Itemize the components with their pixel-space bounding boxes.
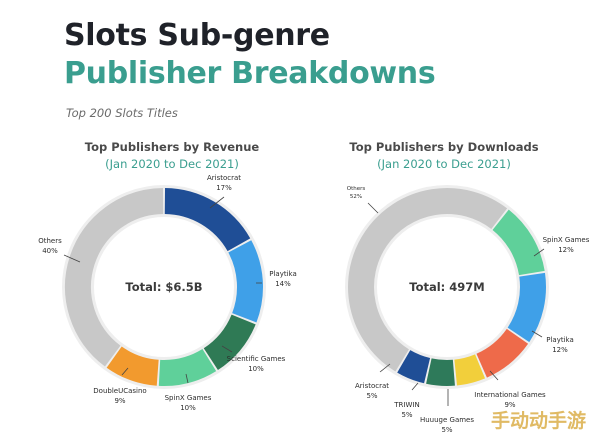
chart-0-slice-others [65, 188, 164, 367]
chart-1-leader-triwin [411, 382, 419, 391]
chart-0-label-spinx-games: SpinX Games [165, 394, 212, 402]
chart-0-value-playtika: 14% [275, 280, 291, 288]
chart-1-leader-aristocrat [379, 363, 391, 373]
chart-1-slice-international-games [476, 328, 529, 378]
chart-0-slice-doubleucasino [106, 346, 160, 386]
chart-0-value-scientific-games: 10% [248, 365, 264, 373]
chart-0-slice-spinx-games [158, 348, 217, 386]
chart-1-slice-playtika [507, 272, 546, 343]
chart-1-slice-aristocrat [397, 349, 431, 384]
page-subtitle: Top 200 Slots Titles [66, 106, 178, 120]
chart-1-slice-huuuge-games [453, 354, 486, 386]
chart-1-value-spinx-games: 12% [558, 246, 574, 254]
chart-1-value-international-games: 9% [504, 401, 515, 409]
chart-1-label-others: Others [347, 186, 366, 192]
chart-1-leader-others [367, 202, 379, 214]
chart-0-leader-others [63, 254, 81, 263]
chart-1-leader-playtika [531, 330, 543, 338]
chart-1-label-international-games: International Games [474, 391, 546, 399]
chart-0-value-doubleucasino: 9% [114, 397, 125, 405]
watermark-logo: 手动动手游 [490, 410, 586, 432]
chart-1-value-huuuge-games: 5% [441, 426, 452, 434]
chart-1-label-triwin: TRIWIN [393, 401, 419, 409]
revenue-chart-subtitle: (Jan 2020 to Dec 2021) [105, 157, 239, 171]
chart-0-label-others: Others [38, 237, 62, 245]
chart-0-leader-scientific-games [221, 345, 233, 353]
chart-1-label-aristocrat: Aristocrat [355, 382, 389, 390]
chart-1-leader-spinx-games [533, 248, 545, 257]
chart-0-center-total: Total: $6.5B [125, 280, 202, 294]
chart-0-slice-aristocrat [164, 188, 251, 252]
chart-0-value-aristocrat: 17% [216, 184, 232, 192]
chart-1-value-playtika: 12% [552, 346, 568, 354]
chart-1-center-total: Total: 497M [409, 280, 484, 294]
chart-1-slice-spinx-games [492, 209, 545, 276]
page-title-line1: Slots Sub-genre [64, 18, 330, 53]
downloads-chart-title: Top Publishers by Downloads [349, 140, 539, 154]
chart-0-slice-scientific-games [203, 314, 256, 371]
chart-0-slice-playtika [228, 240, 263, 323]
chart-1-value-others: 52% [350, 194, 362, 200]
chart-1-value-triwin: 5% [401, 411, 412, 419]
chart-0-value-spinx-games: 10% [180, 404, 196, 412]
revenue-chart-title: Top Publishers by Revenue [84, 140, 260, 154]
downloads-chart-subtitle: (Jan 2020 to Dec 2021) [377, 157, 511, 171]
chart-1-value-aristocrat: 5% [366, 392, 377, 400]
chart-0-label-doubleucasino: DoubleUCasino [93, 387, 146, 395]
chart-0-leader-doubleucasino [121, 367, 129, 376]
chart-1-slice-triwin [426, 358, 455, 386]
chart-0-label-playtika: Playtika [269, 270, 297, 278]
chart-1-label-spinx-games: SpinX Games [543, 236, 590, 244]
chart-0-leader-aristocrat [209, 196, 225, 209]
chart-0-value-others: 40% [42, 247, 58, 255]
chart-1-leader-international-games [489, 370, 499, 381]
chart-1-label-huuuge-games: Huuuge Games [420, 416, 474, 424]
chart-0-leader-spinx-games [185, 373, 189, 384]
chart-0-label-scientific-games: Scientific Games [227, 355, 286, 363]
page-title-line2: Publisher Breakdowns [64, 56, 436, 91]
chart-0-label-aristocrat: Aristocrat [207, 174, 241, 182]
chart-1-label-playtika: Playtika [546, 336, 574, 344]
chart-1-slice-others [348, 188, 508, 372]
